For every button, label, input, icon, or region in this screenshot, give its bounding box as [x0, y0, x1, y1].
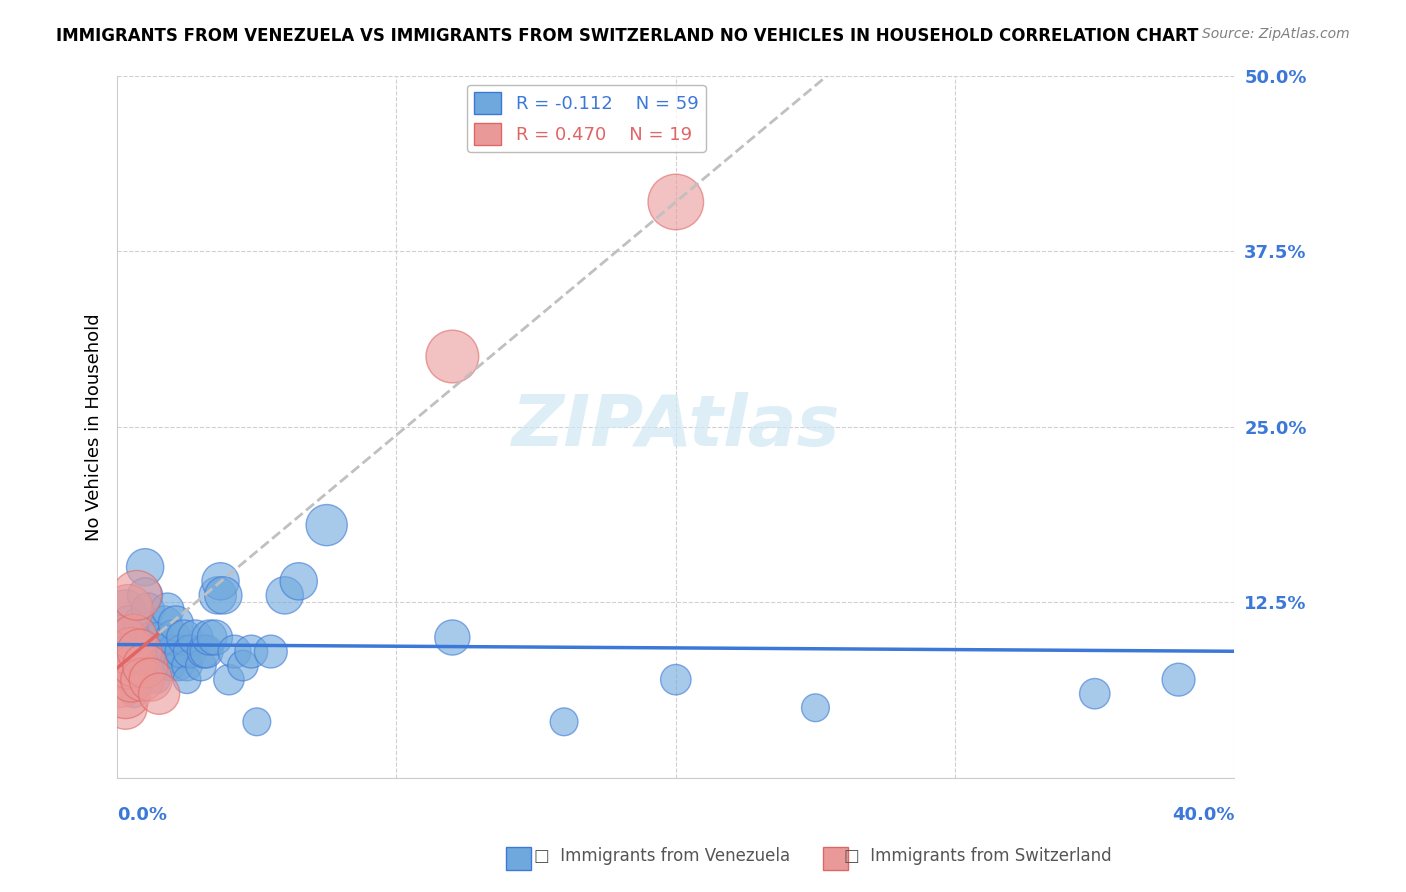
- Point: [122, 687, 145, 701]
- Point: [142, 658, 165, 673]
- Point: [170, 644, 193, 658]
- Point: [176, 658, 198, 673]
- Point: [204, 631, 226, 645]
- Point: [148, 631, 170, 645]
- Point: [553, 714, 575, 729]
- Bar: [506, 847, 531, 870]
- Point: [134, 658, 156, 673]
- Point: [665, 194, 688, 209]
- Point: [111, 631, 134, 645]
- Point: [111, 658, 134, 673]
- Bar: [823, 847, 848, 870]
- Point: [162, 631, 184, 645]
- Point: [117, 658, 139, 673]
- Point: [195, 644, 218, 658]
- Text: 40.0%: 40.0%: [1173, 806, 1234, 824]
- Y-axis label: No Vehicles in Household: No Vehicles in Household: [86, 313, 103, 541]
- Point: [232, 658, 254, 673]
- Point: [441, 350, 464, 364]
- Point: [190, 658, 212, 673]
- Point: [128, 616, 150, 631]
- Point: [184, 631, 207, 645]
- Text: □  Immigrants from Venezuela: □ Immigrants from Venezuela: [534, 847, 790, 865]
- Point: [111, 658, 134, 673]
- Point: [117, 602, 139, 616]
- Point: [120, 658, 142, 673]
- Point: [198, 631, 221, 645]
- Point: [120, 673, 142, 687]
- Text: 0.0%: 0.0%: [117, 806, 167, 824]
- Point: [287, 574, 309, 589]
- Point: [114, 602, 136, 616]
- Point: [114, 687, 136, 701]
- Point: [108, 673, 131, 687]
- Point: [120, 644, 142, 658]
- Point: [156, 602, 179, 616]
- Point: [128, 644, 150, 658]
- Point: [240, 644, 263, 658]
- Point: [165, 616, 187, 631]
- Point: [218, 673, 240, 687]
- Point: [209, 574, 232, 589]
- Text: □  Immigrants from Switzerland: □ Immigrants from Switzerland: [844, 847, 1111, 865]
- Point: [134, 560, 156, 574]
- Point: [153, 616, 176, 631]
- Point: [120, 673, 142, 687]
- Point: [145, 673, 167, 687]
- Point: [131, 644, 153, 658]
- Point: [148, 658, 170, 673]
- Point: [260, 644, 283, 658]
- Point: [212, 588, 235, 602]
- Point: [125, 588, 148, 602]
- Text: Source: ZipAtlas.com: Source: ZipAtlas.com: [1202, 27, 1350, 41]
- Point: [136, 602, 159, 616]
- Point: [122, 631, 145, 645]
- Point: [315, 518, 337, 533]
- Point: [131, 673, 153, 687]
- Point: [139, 673, 162, 687]
- Point: [128, 658, 150, 673]
- Point: [176, 673, 198, 687]
- Point: [246, 714, 269, 729]
- Point: [148, 687, 170, 701]
- Point: [125, 673, 148, 687]
- Point: [159, 658, 181, 673]
- Point: [134, 588, 156, 602]
- Point: [179, 644, 201, 658]
- Point: [1167, 673, 1189, 687]
- Point: [207, 588, 229, 602]
- Point: [441, 631, 464, 645]
- Point: [139, 631, 162, 645]
- Text: IMMIGRANTS FROM VENEZUELA VS IMMIGRANTS FROM SWITZERLAND NO VEHICLES IN HOUSEHOL: IMMIGRANTS FROM VENEZUELA VS IMMIGRANTS …: [56, 27, 1198, 45]
- Point: [150, 644, 173, 658]
- Point: [117, 616, 139, 631]
- Point: [1084, 687, 1107, 701]
- Point: [173, 631, 195, 645]
- Point: [224, 644, 246, 658]
- Point: [108, 631, 131, 645]
- Text: ZIPAtlas: ZIPAtlas: [512, 392, 839, 461]
- Point: [162, 644, 184, 658]
- Point: [167, 658, 190, 673]
- Point: [804, 700, 827, 714]
- Point: [125, 631, 148, 645]
- Point: [122, 658, 145, 673]
- Point: [665, 673, 688, 687]
- Point: [114, 644, 136, 658]
- Point: [122, 644, 145, 658]
- Point: [274, 588, 297, 602]
- Legend: R = -0.112    N = 59, R = 0.470    N = 19: R = -0.112 N = 59, R = 0.470 N = 19: [467, 85, 706, 152]
- Point: [193, 644, 215, 658]
- Point: [114, 700, 136, 714]
